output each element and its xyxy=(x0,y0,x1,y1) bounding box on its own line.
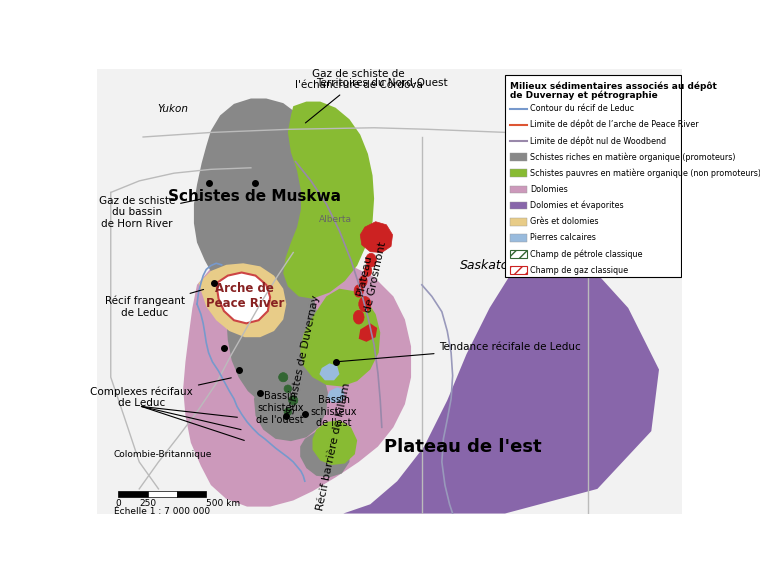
Text: Limite de dépôt de l’arche de Peace River: Limite de dépôt de l’arche de Peace Rive… xyxy=(530,120,699,129)
Text: Dolomies: Dolomies xyxy=(530,185,568,194)
Bar xyxy=(511,169,527,177)
Text: 0: 0 xyxy=(116,499,122,508)
Polygon shape xyxy=(327,387,345,403)
Text: Contour du récif de Leduc: Contour du récif de Leduc xyxy=(530,104,635,113)
Polygon shape xyxy=(359,276,367,286)
Text: Colombie-Britannique: Colombie-Britannique xyxy=(113,449,211,459)
Polygon shape xyxy=(359,323,377,342)
Text: Gaz de schiste de
l'échancrure de Cordova: Gaz de schiste de l'échancrure de Cordov… xyxy=(295,69,423,123)
Text: Yukon: Yukon xyxy=(157,104,188,114)
Bar xyxy=(119,491,147,497)
Text: de Duvernay et pétrographie: de Duvernay et pétrographie xyxy=(511,91,658,100)
Polygon shape xyxy=(312,421,357,465)
Text: Dolomies et évaporites: Dolomies et évaporites xyxy=(530,201,624,210)
Text: Plateau de l'est: Plateau de l'est xyxy=(384,437,541,455)
Polygon shape xyxy=(366,253,376,267)
Polygon shape xyxy=(300,430,350,477)
Text: Manitoba: Manitoba xyxy=(603,213,661,226)
Polygon shape xyxy=(289,396,298,405)
Text: Limite de dépôt nul de Woodbend: Limite de dépôt nul de Woodbend xyxy=(530,136,667,145)
Text: Tendance récifale de Leduc: Tendance récifale de Leduc xyxy=(338,342,581,362)
Polygon shape xyxy=(300,288,380,387)
Text: Plateau
de Grosmont: Plateau de Grosmont xyxy=(352,238,388,313)
Text: Schistes riches en matière organique (promoteurs): Schistes riches en matière organique (pr… xyxy=(530,152,736,162)
Bar xyxy=(511,267,527,274)
Polygon shape xyxy=(279,373,288,382)
Bar xyxy=(511,202,527,209)
Polygon shape xyxy=(353,310,364,324)
Text: Bassin
schisteux
de l'ouest: Bassin schisteux de l'ouest xyxy=(256,391,304,425)
Text: Arche de
Peace River: Arche de Peace River xyxy=(205,282,284,310)
Text: Champ de pétrole classique: Champ de pétrole classique xyxy=(530,249,643,259)
Polygon shape xyxy=(319,364,340,380)
Polygon shape xyxy=(364,265,372,276)
Polygon shape xyxy=(217,272,270,323)
Text: Complexes récifaux
de Leduc: Complexes récifaux de Leduc xyxy=(90,378,231,409)
Polygon shape xyxy=(283,102,374,299)
Text: Schistes pauvres en matière organique (non promoteurs): Schistes pauvres en matière organique (n… xyxy=(530,168,760,178)
Text: Schistes de Muskwa: Schistes de Muskwa xyxy=(168,189,341,204)
Text: Gaz de schiste
du bassin
de Horn River: Gaz de schiste du bassin de Horn River xyxy=(99,196,201,229)
Text: Saskatchewan: Saskatchewan xyxy=(460,259,550,272)
Text: 250: 250 xyxy=(139,499,157,508)
Text: Pierres calcaires: Pierres calcaires xyxy=(530,233,597,242)
Bar xyxy=(511,250,527,258)
Text: Grès et dolomies: Grès et dolomies xyxy=(530,217,599,226)
Bar xyxy=(511,234,527,242)
Polygon shape xyxy=(320,246,659,514)
Text: Alberta: Alberta xyxy=(319,215,352,224)
Bar xyxy=(147,491,177,497)
Text: Échelle 1 : 7 000 000: Échelle 1 : 7 000 000 xyxy=(114,507,211,516)
Bar xyxy=(511,153,527,161)
Text: Champ de gaz classique: Champ de gaz classique xyxy=(530,266,629,275)
Polygon shape xyxy=(284,408,292,415)
Text: Bassin
schisteux
de l'est: Bassin schisteux de l'est xyxy=(311,395,357,429)
Text: Territoires du Nord-Ouest: Territoires du Nord-Ouest xyxy=(316,78,448,88)
Polygon shape xyxy=(198,263,287,337)
Bar xyxy=(511,218,527,226)
Text: Schistes de Duvernay: Schistes de Duvernay xyxy=(286,294,321,414)
Polygon shape xyxy=(359,297,371,312)
Polygon shape xyxy=(284,385,292,392)
Polygon shape xyxy=(183,242,411,507)
Text: Récif frangeant
de Leduc: Récif frangeant de Leduc xyxy=(105,290,204,318)
Bar xyxy=(511,186,527,193)
Bar xyxy=(177,491,206,497)
Text: 500 km: 500 km xyxy=(206,499,240,508)
Polygon shape xyxy=(354,285,363,297)
Polygon shape xyxy=(194,99,321,407)
Polygon shape xyxy=(254,355,328,441)
Bar xyxy=(505,76,680,277)
Text: Milieux sédimentaires associés au dépôt: Milieux sédimentaires associés au dépôt xyxy=(511,81,717,91)
Polygon shape xyxy=(360,222,393,253)
Text: Récif barrière de Killam: Récif barrière de Killam xyxy=(315,382,353,511)
